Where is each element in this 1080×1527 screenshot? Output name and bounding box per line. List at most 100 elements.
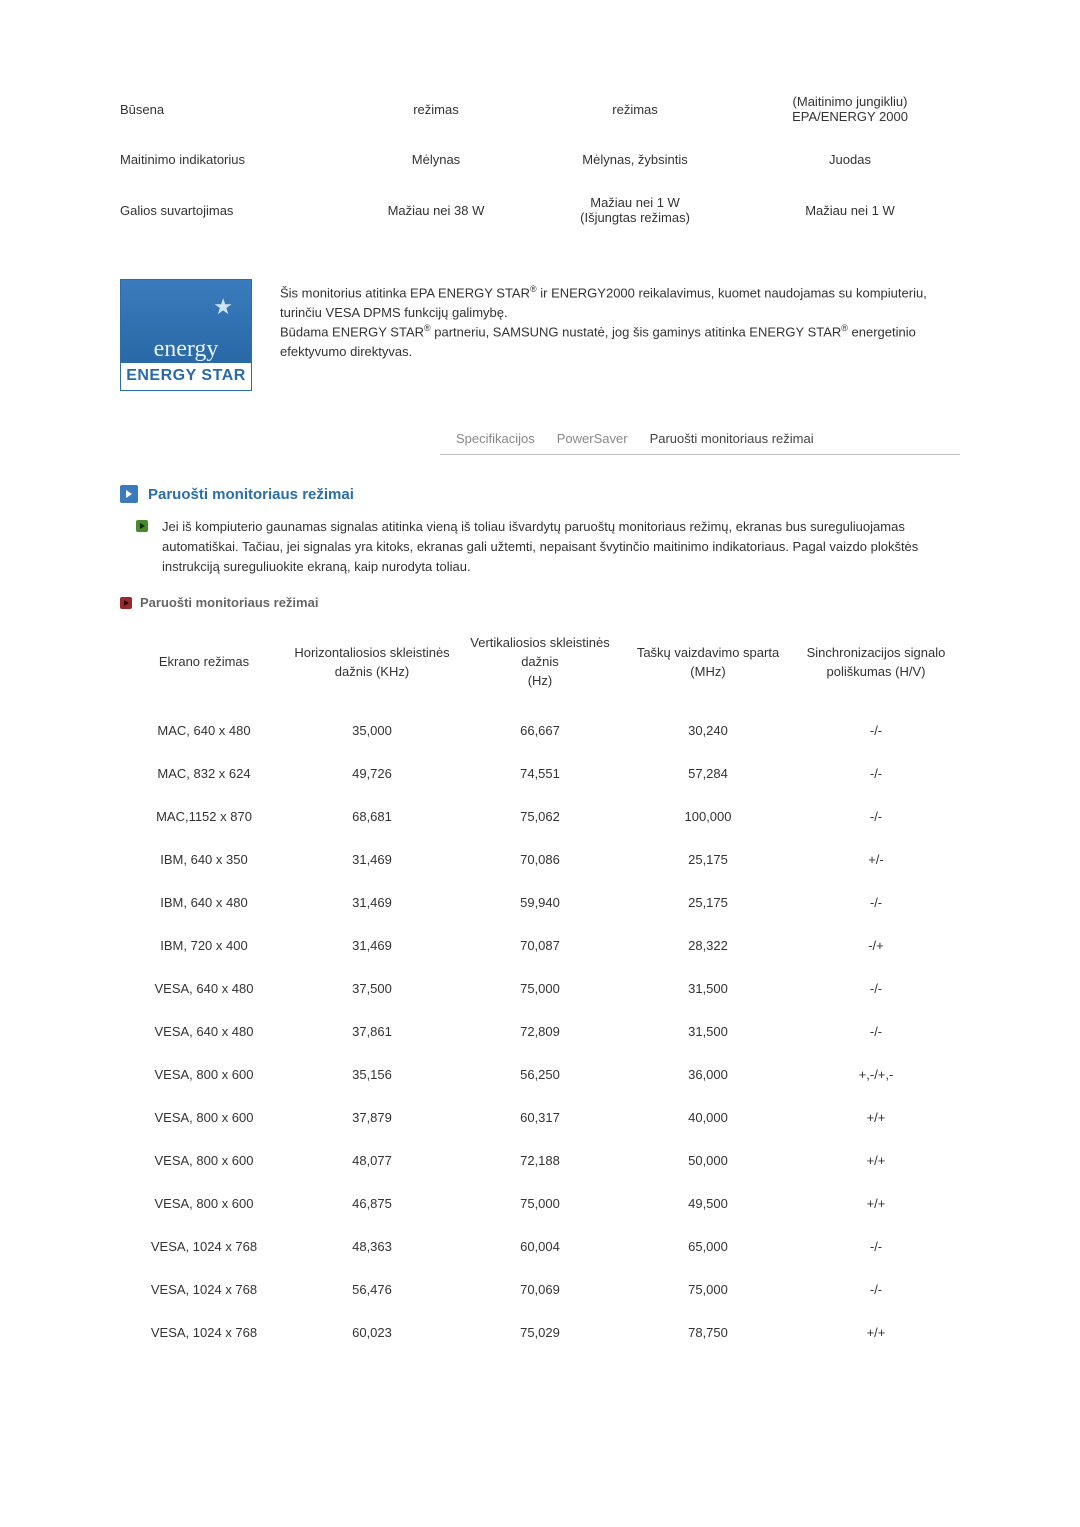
energy-line1a: Šis monitorius atitinka EPA ENERGY STAR: [280, 285, 530, 300]
table-cell: -/-: [792, 752, 960, 795]
table-row: VESA, 1024 x 76860,02375,02978,750+/+: [120, 1311, 960, 1354]
table-cell: -/-: [792, 1010, 960, 1053]
page-root: Būsenarežimasrežimas(Maitinimo jungikliu…: [0, 0, 1080, 1414]
table-cell: 48,363: [288, 1225, 456, 1268]
table-cell: 68,681: [288, 795, 456, 838]
table-cell: Mažiau nei 38 W: [342, 181, 530, 239]
table-cell: 30,240: [624, 709, 792, 752]
energy-line2a: Būdama ENERGY STAR: [280, 325, 424, 340]
table-cell: 37,500: [288, 967, 456, 1010]
table-row: MAC,1152 x 87068,68175,062100,000-/-: [120, 795, 960, 838]
table-cell: VESA, 800 x 600: [120, 1096, 288, 1139]
table-cell: VESA, 640 x 480: [120, 1010, 288, 1053]
table-cell: 49,726: [288, 752, 456, 795]
energy-star-row: ★ energy ENERGY STAR Šis monitorius atit…: [120, 279, 960, 391]
reg-mark: ®: [530, 284, 537, 294]
table-cell: -/-: [792, 967, 960, 1010]
section-title: Paruošti monitoriaus režimai: [148, 486, 354, 503]
tab-powersaver[interactable]: PowerSaver: [557, 431, 628, 446]
col-sync: Sinchronizacijos signalo poliškumas (H/V…: [792, 624, 960, 709]
col-mode: Ekrano režimas: [120, 624, 288, 709]
table-cell: 37,879: [288, 1096, 456, 1139]
table-cell: 60,004: [456, 1225, 624, 1268]
table-cell: 60,023: [288, 1311, 456, 1354]
table-cell: MAC,1152 x 870: [120, 795, 288, 838]
energy-star-logo: ★ energy ENERGY STAR: [120, 279, 252, 391]
table-cell: Juodas: [740, 138, 960, 181]
table-cell: 36,000: [624, 1053, 792, 1096]
col-vfreq: Vertikaliosios skleistinės dažnis (Hz): [456, 624, 624, 709]
table-cell: 48,077: [288, 1139, 456, 1182]
table-cell: 31,469: [288, 838, 456, 881]
table-cell: Mėlynas, žybsintis: [530, 138, 740, 181]
table-row: VESA, 1024 x 76848,36360,00465,000-/-: [120, 1225, 960, 1268]
table-cell: IBM, 640 x 350: [120, 838, 288, 881]
table-row: VESA, 800 x 60046,87575,00049,500+/+: [120, 1182, 960, 1225]
table-cell: 100,000: [624, 795, 792, 838]
table-cell: +/+: [792, 1139, 960, 1182]
table-cell: Mažiau nei 1 W (Išjungtas režimas): [530, 181, 740, 239]
table-cell: 75,000: [456, 967, 624, 1010]
table-cell: (Maitinimo jungikliu) EPA/ENERGY 2000: [740, 80, 960, 138]
table-cell: VESA, 800 x 600: [120, 1053, 288, 1096]
table-row: Maitinimo indikatoriusMėlynasMėlynas, žy…: [120, 138, 960, 181]
energy-text: Šis monitorius atitinka EPA ENERGY STAR®…: [280, 279, 960, 362]
bullet-icon: [136, 520, 148, 532]
table-cell: režimas: [530, 80, 740, 138]
table-row: MAC, 832 x 62449,72674,55157,284-/-: [120, 752, 960, 795]
reg-mark: ®: [424, 323, 431, 333]
table-cell: 70,087: [456, 924, 624, 967]
energy-logo-bar: ENERGY STAR: [121, 363, 251, 390]
table-cell: IBM, 640 x 480: [120, 881, 288, 924]
table-cell: 37,861: [288, 1010, 456, 1053]
col-hfreq: Horizontaliosios skleistinės dažnis (KHz…: [288, 624, 456, 709]
table-cell: -/-: [792, 709, 960, 752]
table-cell: 57,284: [624, 752, 792, 795]
table-cell: 40,000: [624, 1096, 792, 1139]
table-row: VESA, 1024 x 76856,47670,06975,000-/-: [120, 1268, 960, 1311]
table-cell: 31,500: [624, 1010, 792, 1053]
table-cell: 56,250: [456, 1053, 624, 1096]
table-cell: 72,809: [456, 1010, 624, 1053]
table-cell: VESA, 1024 x 768: [120, 1268, 288, 1311]
sub-header: Paruošti monitoriaus režimai: [120, 595, 960, 610]
table-cell: 28,322: [624, 924, 792, 967]
tab-bar: Specifikacijos PowerSaver Paruošti monit…: [440, 431, 960, 455]
table-cell: VESA, 1024 x 768: [120, 1311, 288, 1354]
table-cell: 46,875: [288, 1182, 456, 1225]
table-cell: 31,500: [624, 967, 792, 1010]
table-row: VESA, 800 x 60048,07772,18850,000+/+: [120, 1139, 960, 1182]
table-row: Būsenarežimasrežimas(Maitinimo jungikliu…: [120, 80, 960, 138]
table-cell: 35,000: [288, 709, 456, 752]
table-cell: 78,750: [624, 1311, 792, 1354]
table-cell: Būsena: [120, 80, 342, 138]
table-cell: 59,940: [456, 881, 624, 924]
tab-specifications[interactable]: Specifikacijos: [456, 431, 535, 446]
table-cell: 70,086: [456, 838, 624, 881]
table-row: IBM, 640 x 48031,46959,94025,175-/-: [120, 881, 960, 924]
table-cell: VESA, 800 x 600: [120, 1182, 288, 1225]
modes-header-row: Ekrano režimas Horizontaliosios skleisti…: [120, 624, 960, 709]
tab-preset-modes[interactable]: Paruošti monitoriaus režimai: [650, 431, 814, 446]
table-cell: 31,469: [288, 881, 456, 924]
table-cell: +/-: [792, 838, 960, 881]
star-icon: ★: [213, 294, 233, 320]
table-cell: 75,000: [624, 1268, 792, 1311]
table-cell: VESA, 640 x 480: [120, 967, 288, 1010]
table-cell: +,-/+,-: [792, 1053, 960, 1096]
table-cell: +/+: [792, 1311, 960, 1354]
table-cell: MAC, 640 x 480: [120, 709, 288, 752]
table-cell: 75,000: [456, 1182, 624, 1225]
table-row: IBM, 640 x 35031,46970,08625,175+/-: [120, 838, 960, 881]
table-cell: VESA, 800 x 600: [120, 1139, 288, 1182]
table-cell: 56,476: [288, 1268, 456, 1311]
table-row: VESA, 800 x 60037,87960,31740,000+/+: [120, 1096, 960, 1139]
section-paragraph: Jei iš kompiuterio gaunamas signalas ati…: [136, 517, 960, 577]
section-header: Paruošti monitoriaus režimai: [120, 485, 960, 503]
table-cell: 70,069: [456, 1268, 624, 1311]
table-cell: Galios suvartojimas: [120, 181, 342, 239]
table-row: VESA, 800 x 60035,15656,25036,000+,-/+,-: [120, 1053, 960, 1096]
table-cell: 35,156: [288, 1053, 456, 1096]
table-cell: 65,000: [624, 1225, 792, 1268]
table-row: VESA, 640 x 48037,86172,80931,500-/-: [120, 1010, 960, 1053]
